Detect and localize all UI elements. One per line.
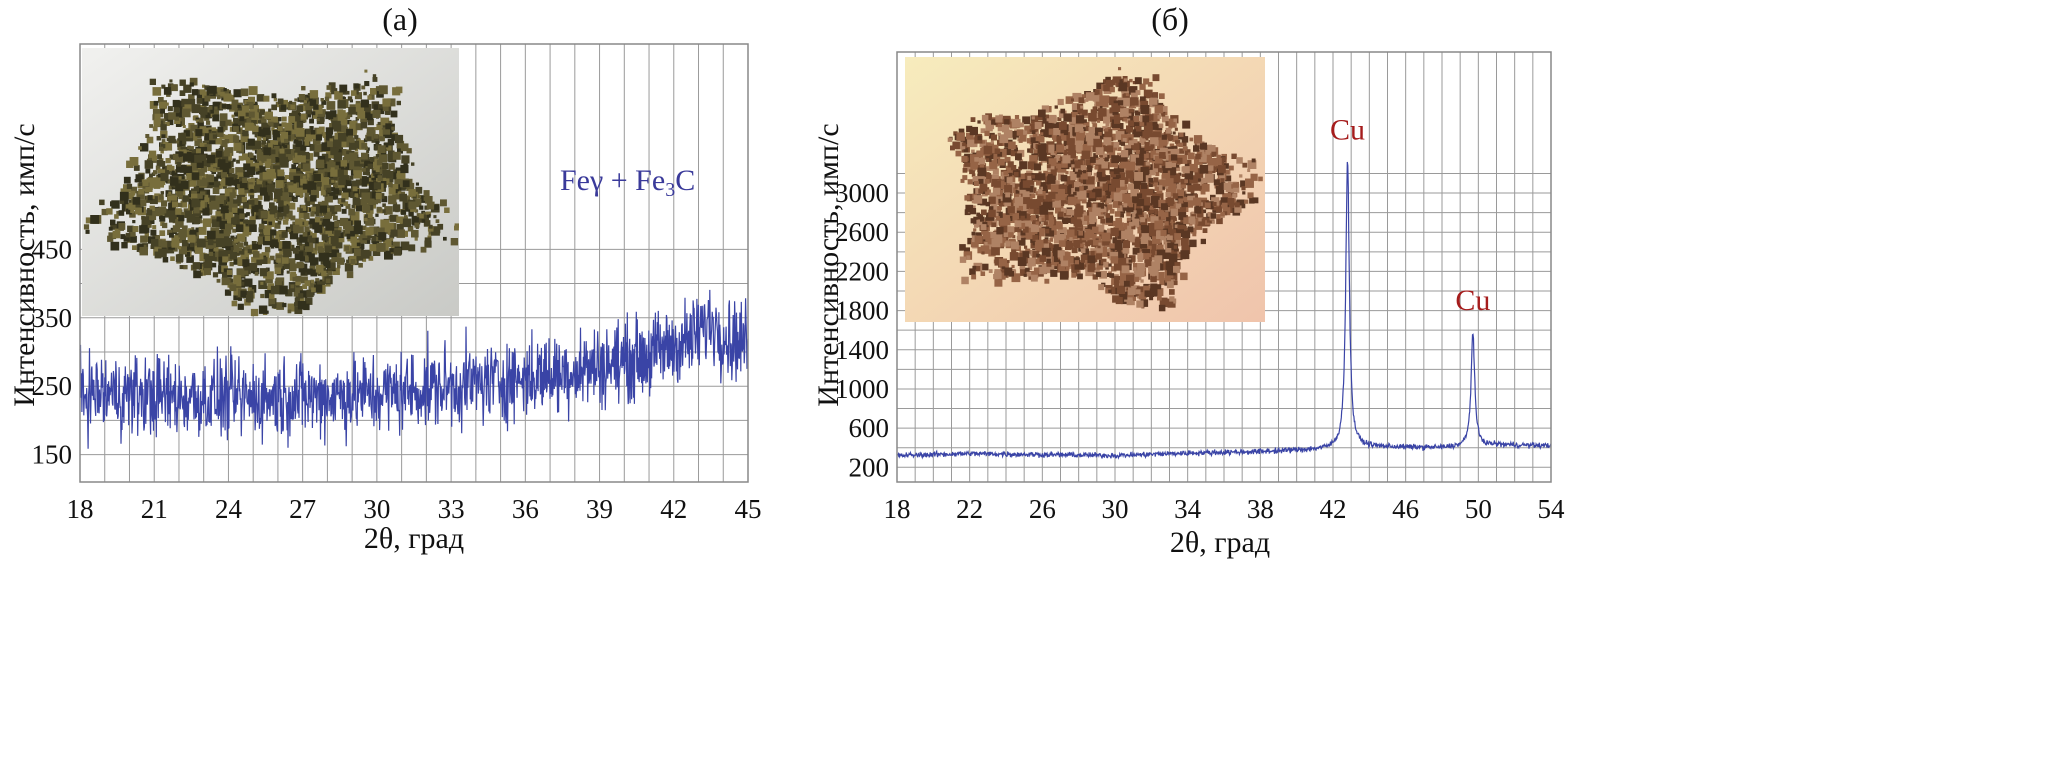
panel-a-ticks: 18 21 24 27 30 33 36 39 42 45 150 250 350 450	[32, 234, 762, 524]
y-tick-label: 3000	[835, 178, 889, 208]
x-tick-label: 27	[289, 494, 316, 524]
x-tick-label: 24	[215, 494, 243, 524]
x-tick-label: 26	[1029, 494, 1056, 524]
x-tick-label: 18	[884, 494, 911, 524]
y-tick-label: 250	[32, 371, 73, 401]
x-tick-label: 33	[438, 494, 465, 524]
panel-b-inset-photo	[905, 57, 1265, 322]
y-tick-label: 450	[32, 234, 73, 264]
panel-a: (а) 18 21 24 27 30 33 36 39 42 45 150 250 350 450 2θ,…	[8, 1, 762, 555]
powder-particles	[947, 67, 1263, 312]
x-tick-label: 18	[67, 494, 94, 524]
powder-particles	[83, 69, 459, 317]
panel-b-ticks: 18 22 26 30 34 38 42 46 50 54 200 600 1000 1400 1800 22…	[835, 178, 1565, 524]
y-tick-label: 600	[849, 413, 890, 443]
panel-b: (б) 18 22 26 30 34 38 42 46 50 542006001000140018…	[812, 1, 1565, 559]
phase-annotation: Feγ + Fe3C	[560, 164, 695, 201]
x-tick-label: 50	[1465, 494, 1492, 524]
x-tick-label: 45	[735, 494, 762, 524]
x-tick-label: 46	[1392, 494, 1419, 524]
panel-a-frame	[79, 43, 749, 483]
y-tick-label: 2600	[835, 217, 889, 247]
panel-a-xlabel: 2θ, град	[364, 522, 464, 555]
peak-label-cu: Cu	[1455, 284, 1490, 317]
panel-b-ylabel: Интенсивность, имп/с	[812, 123, 845, 406]
panel-b-xlabel: 2θ, град	[1170, 526, 1270, 559]
panel-b-peak-labels: Cu Cu	[1330, 114, 1490, 317]
panel-a-ylabel: Интенсивность, имп/с	[8, 123, 41, 406]
panel-a-title: (а)	[382, 1, 418, 37]
x-tick-label: 54	[1538, 494, 1566, 524]
y-tick-label: 150	[32, 440, 73, 470]
y-tick-label: 350	[32, 303, 73, 333]
y-tick-label: 1800	[835, 296, 889, 326]
y-tick-label: 200	[849, 452, 890, 482]
x-tick-label: 42	[660, 494, 687, 524]
x-tick-label: 21	[141, 494, 168, 524]
x-tick-label: 42	[1320, 494, 1347, 524]
x-tick-label: 39	[586, 494, 613, 524]
x-tick-label: 34	[1174, 494, 1202, 524]
panel-a-inset-photo	[82, 48, 459, 317]
x-tick-label: 38	[1247, 494, 1274, 524]
x-tick-label: 30	[363, 494, 390, 524]
x-tick-label: 22	[956, 494, 983, 524]
panel-a-series-line	[79, 289, 749, 449]
y-tick-label: 1000	[835, 374, 889, 404]
y-tick-label: 1400	[835, 335, 889, 365]
panel-b-frame	[896, 51, 1552, 483]
y-tick-label: 2200	[835, 256, 889, 286]
panel-b-series-line	[896, 161, 1552, 460]
x-tick-label: 30	[1102, 494, 1129, 524]
panel-b-title: (б)	[1151, 1, 1189, 37]
x-tick-label: 36	[512, 494, 539, 524]
peak-label-cu: Cu	[1330, 114, 1365, 147]
